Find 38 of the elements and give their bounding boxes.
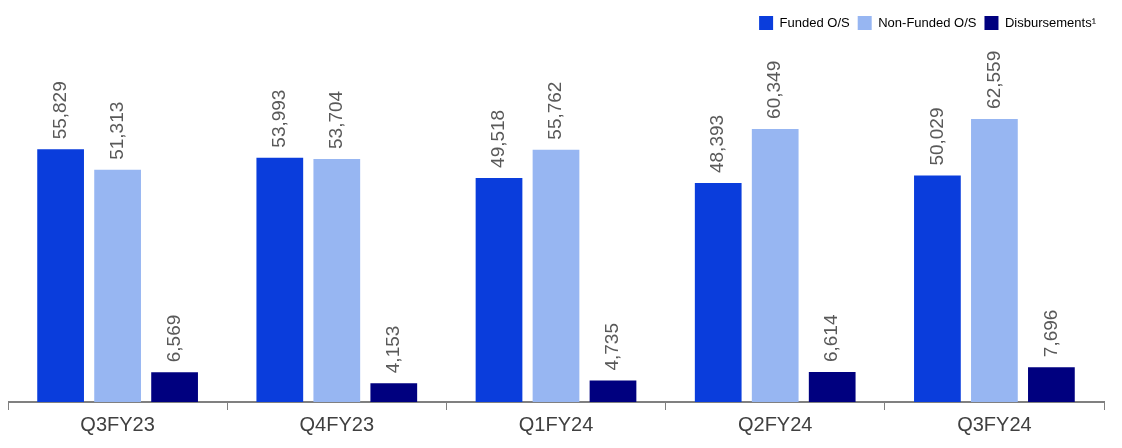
bar — [751, 128, 799, 402]
data-label: 55,762 — [544, 81, 566, 140]
legend-label: Disbursements¹ — [1004, 14, 1097, 30]
bar — [94, 169, 141, 402]
data-label: 53,993 — [268, 89, 290, 148]
bar — [914, 175, 961, 402]
bar — [1028, 367, 1075, 402]
bar — [971, 118, 1018, 402]
data-label: 60,349 — [763, 60, 785, 119]
data-label: 6,569 — [162, 314, 184, 363]
data-label: 7,696 — [1039, 309, 1061, 358]
data-label: 50,029 — [925, 107, 947, 166]
x-tick-label: Q1FY24 — [518, 412, 594, 435]
x-tick-label: Q3FY24 — [957, 412, 1032, 435]
legend-label: Non-Funded O/S — [878, 14, 977, 30]
bar — [256, 157, 304, 402]
bar — [694, 183, 742, 402]
bar — [370, 383, 418, 402]
data-label: 49,518 — [487, 109, 509, 168]
bar — [532, 149, 580, 402]
bar — [37, 149, 84, 402]
bar — [475, 177, 523, 402]
x-tick-label: Q4FY23 — [299, 412, 375, 435]
bar — [151, 372, 198, 402]
bar — [589, 380, 637, 402]
data-label: 4,735 — [601, 323, 623, 371]
legend-label: Funded O/S — [779, 14, 851, 30]
data-label: 55,829 — [48, 81, 70, 140]
data-label: 51,313 — [105, 101, 127, 160]
data-label: 48,393 — [706, 114, 728, 174]
data-label: 53,704 — [325, 90, 347, 149]
bar — [313, 158, 361, 402]
x-tick-label: Q3FY23 — [80, 412, 155, 435]
data-label: 6,614 — [820, 314, 842, 363]
data-label: 4,153 — [382, 325, 404, 374]
data-label: 62,559 — [982, 50, 1004, 109]
bar — [808, 372, 856, 402]
x-tick-label: Q2FY24 — [737, 412, 813, 435]
